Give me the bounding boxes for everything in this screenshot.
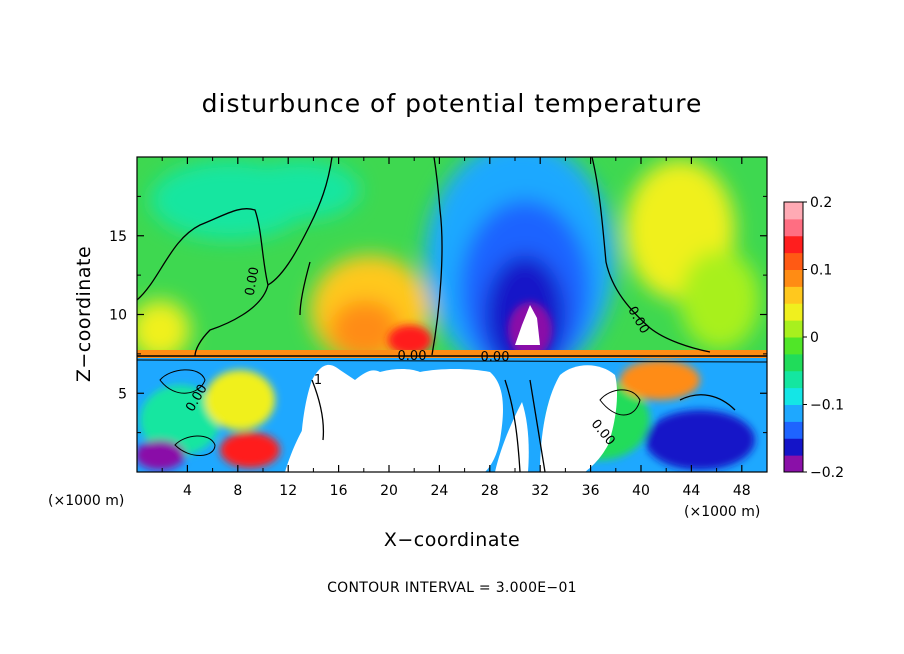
- x-axis: 4 8 12 16 20 24 28 32 36 40 44 48: [161, 157, 751, 499]
- x-tick-label: 28: [481, 483, 499, 499]
- colorbar-swatch: [784, 252, 803, 270]
- x-tick-label: 48: [733, 483, 751, 499]
- x-unit-left: (×1000 m): [48, 493, 124, 509]
- colorbar-swatch: [784, 303, 803, 321]
- contour-lines: [137, 157, 767, 472]
- colorbar-swatch: [784, 421, 803, 439]
- x-tick-label: 8: [233, 483, 242, 499]
- colorbar-swatch: [784, 404, 803, 422]
- y-tick-label: 10: [109, 308, 127, 324]
- field-image: [137, 157, 767, 472]
- colorbar-swatch: [784, 387, 803, 405]
- colorbar-swatch: [784, 337, 803, 355]
- colorbar-swatch: [784, 370, 803, 389]
- colorbar: 0.2 0.1 0 −0.1 −0.2: [783, 195, 844, 481]
- contour-label: 0.00: [481, 350, 510, 365]
- colorbar-swatch: [784, 202, 803, 220]
- y-axis: 5 10 15: [109, 195, 767, 434]
- y-tick-label: 5: [118, 386, 127, 402]
- contour-interval-note: CONTOUR INTERVAL = 3.000E−01: [327, 580, 577, 596]
- y-axis-label: Z−coordinate: [73, 246, 95, 382]
- y-tick-label: 15: [109, 229, 127, 245]
- x-tick-label: 16: [330, 483, 348, 499]
- x-tick-label: 32: [531, 483, 549, 499]
- x-axis-label: X−coordinate: [384, 529, 520, 551]
- colorbar-swatch: [784, 353, 803, 372]
- colorbar-swatch: [784, 455, 803, 473]
- x-tick-label: 20: [380, 483, 398, 499]
- x-tick-label: 40: [632, 483, 650, 499]
- colorbar-tick-label: 0.2: [810, 195, 832, 211]
- colorbar-swatch: [784, 438, 803, 456]
- x-tick-label: 24: [430, 483, 448, 499]
- colorbar-swatch: [784, 218, 803, 237]
- chart-title: disturbunce of potential temperature: [202, 89, 703, 118]
- contour-label: 0.00: [398, 349, 427, 364]
- x-tick-label: 36: [582, 483, 600, 499]
- colorbar-tick-label: 0.1: [810, 263, 832, 279]
- contour-label: 0.00: [243, 266, 263, 297]
- colorbar-swatch: [784, 286, 803, 304]
- colorbar-swatch: [784, 235, 803, 254]
- colorbar-swatch: [784, 269, 803, 287]
- x-unit-right: (×1000 m): [684, 504, 760, 520]
- colorbar-tick-label: 0: [810, 330, 819, 346]
- colorbar-tick-label: −0.2: [810, 465, 844, 481]
- x-tick-label: 12: [279, 483, 297, 499]
- x-tick-label: 4: [183, 483, 192, 499]
- contour-label: 1: [314, 373, 322, 388]
- colorbar-tick-label: −0.1: [810, 398, 844, 414]
- x-tick-label: 44: [682, 483, 700, 499]
- colorbar-swatch: [784, 320, 803, 338]
